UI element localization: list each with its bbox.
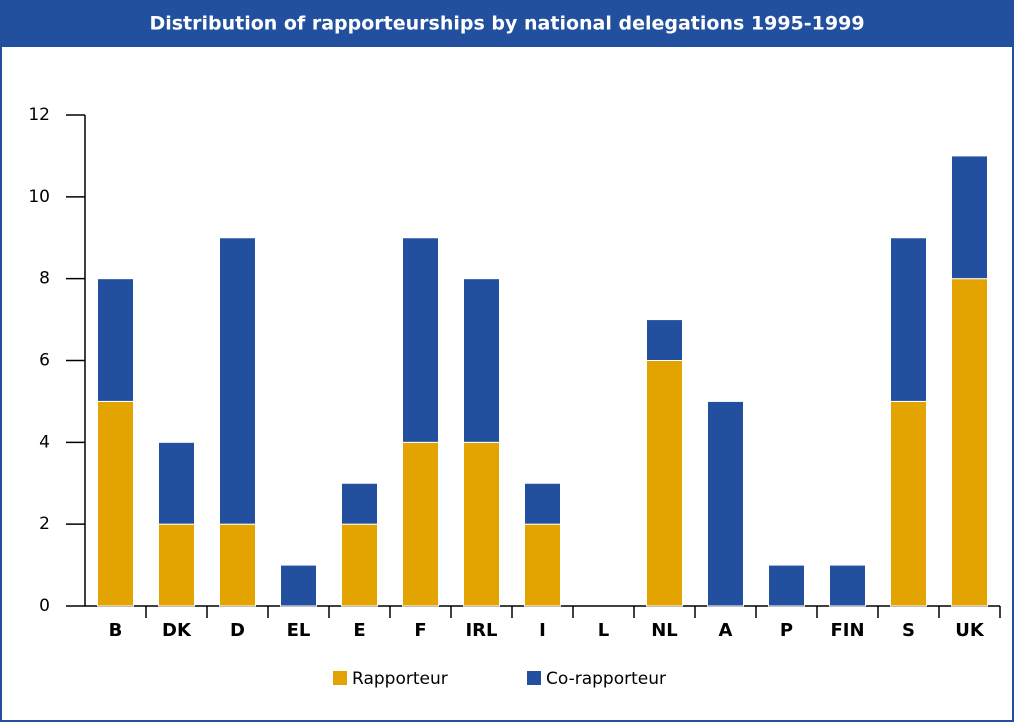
- bar-segment: [768, 564, 805, 607]
- x-tick-label: S: [902, 620, 915, 641]
- y-tick-label: 8: [39, 269, 50, 289]
- bar-segment: [97, 400, 134, 607]
- bar-segment: [951, 155, 988, 280]
- x-tick-label: FIN: [830, 620, 864, 641]
- bar-segment: [463, 278, 500, 443]
- bar-segment: [890, 400, 927, 607]
- bar-segment: [951, 278, 988, 607]
- x-tick-label: A: [719, 620, 733, 641]
- x-tick-label: NL: [651, 620, 678, 641]
- x-tick-label: IRL: [465, 620, 497, 641]
- y-tick-label: 4: [39, 432, 50, 452]
- y-tick-label: 0: [39, 596, 50, 616]
- bar-segment: [97, 278, 134, 402]
- bar-segment: [402, 441, 439, 607]
- x-tick-label: D: [230, 620, 245, 641]
- bar-segment: [219, 237, 256, 525]
- x-tick-label: L: [598, 620, 609, 641]
- legend-label: Co-rapporteur: [546, 669, 666, 689]
- x-tick-label: EL: [287, 620, 311, 641]
- bar-segment: [890, 237, 927, 402]
- chart-title: Distribution of rapporteurships by natio…: [149, 13, 864, 35]
- bar-segment: [646, 319, 683, 362]
- x-tick-label: F: [414, 620, 426, 641]
- bar-segment: [524, 523, 561, 607]
- y-tick-label: 6: [39, 351, 50, 371]
- bar-segment: [463, 441, 500, 607]
- bar-segment: [829, 564, 866, 607]
- x-tick-label: I: [539, 620, 546, 641]
- title-bar: [0, 0, 1014, 47]
- y-tick-label: 10: [28, 187, 50, 207]
- x-tick-label: UK: [955, 620, 985, 641]
- legend-label: Rapporteur: [352, 669, 448, 689]
- legend-swatch: [527, 671, 541, 685]
- bar-segment: [341, 482, 378, 525]
- bar-segment: [219, 523, 256, 607]
- bar-segment: [524, 482, 561, 525]
- y-tick-label: 12: [28, 105, 50, 125]
- bar-segment: [280, 564, 317, 607]
- bar-segment: [402, 237, 439, 443]
- bar-segment: [341, 523, 378, 607]
- x-tick-label: E: [353, 620, 365, 641]
- y-tick-label: 2: [39, 514, 50, 534]
- x-tick-label: B: [109, 620, 123, 641]
- bar-segment: [158, 523, 195, 607]
- x-tick-label: P: [780, 620, 793, 641]
- x-tick-label: DK: [162, 620, 192, 641]
- legend-swatch: [333, 671, 347, 685]
- bar-segment: [646, 360, 683, 607]
- bar-segment: [158, 441, 195, 525]
- bar-segment: [707, 400, 744, 607]
